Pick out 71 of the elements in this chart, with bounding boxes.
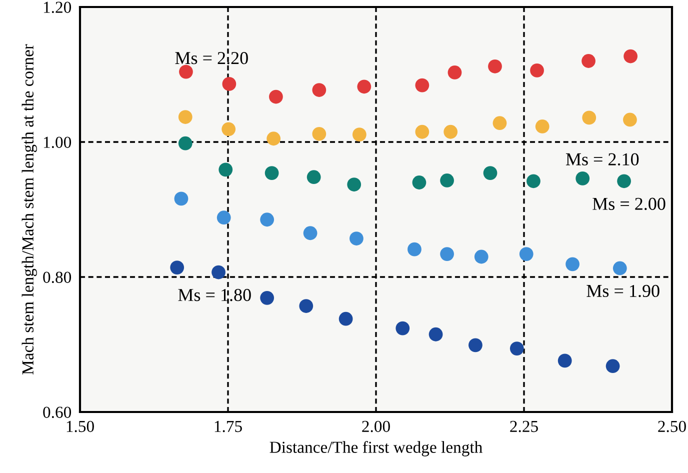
point — [266, 132, 281, 146]
y-tick-label: 0.60 — [43, 406, 72, 418]
x-tick-label: 2.25 — [510, 420, 538, 432]
point — [519, 247, 534, 261]
point — [222, 122, 236, 136]
point — [178, 136, 192, 150]
point — [312, 126, 326, 141]
point — [264, 166, 279, 180]
x-tick-label: 2.00 — [362, 420, 390, 432]
point — [357, 80, 372, 94]
point — [212, 265, 226, 280]
point — [492, 116, 507, 130]
point — [260, 290, 274, 305]
point — [488, 59, 502, 74]
point — [178, 110, 192, 124]
point — [526, 174, 540, 188]
point — [350, 232, 364, 246]
y-tick-label: 0.80 — [43, 272, 72, 284]
annotation: Ms = 1.80 — [178, 288, 251, 302]
point — [170, 260, 184, 274]
x-tick-label: 2.50 — [658, 420, 686, 432]
point — [606, 359, 620, 374]
y-tick-label: 1.00 — [44, 136, 72, 148]
annotation: Ms = 2.00 — [592, 198, 666, 210]
point — [440, 174, 454, 188]
point — [444, 124, 458, 139]
point — [530, 64, 544, 78]
point — [440, 247, 454, 261]
point — [306, 170, 321, 184]
y-tick-label: 1.20 — [44, 2, 72, 14]
point — [566, 257, 580, 272]
x-axis-title: Distance/The first wedge length — [270, 441, 482, 456]
point — [312, 83, 326, 97]
annotation: Ms = 1.90 — [586, 284, 660, 298]
point — [218, 162, 233, 177]
annotation: Ms = 2.10 — [566, 153, 639, 166]
point — [468, 338, 482, 352]
point — [412, 176, 426, 190]
point — [623, 112, 637, 127]
point — [428, 327, 443, 342]
x-tick-label: 1.50 — [66, 420, 94, 432]
point — [303, 226, 318, 240]
point — [415, 124, 430, 139]
point — [222, 77, 236, 91]
point — [179, 64, 193, 79]
point — [408, 242, 422, 256]
point — [396, 321, 410, 336]
point — [558, 354, 572, 368]
point — [624, 49, 638, 64]
point — [174, 192, 188, 206]
point — [299, 299, 314, 313]
point — [483, 166, 498, 180]
point — [448, 66, 462, 80]
point — [352, 128, 366, 142]
x-tick-label: 1.75 — [214, 420, 242, 432]
point — [338, 312, 353, 326]
point — [617, 174, 631, 188]
annotation: Ms = 2.20 — [175, 52, 248, 64]
y-axis-title: Mach stem length/Mach stem length at the corner — [22, 44, 37, 374]
point — [415, 78, 430, 92]
point — [216, 210, 231, 225]
point — [260, 212, 274, 227]
point — [582, 54, 596, 68]
point — [269, 90, 283, 104]
point — [582, 110, 596, 125]
point — [474, 250, 488, 264]
point — [347, 178, 362, 192]
point — [535, 120, 550, 134]
point — [612, 261, 627, 276]
point — [576, 172, 590, 186]
point — [510, 342, 524, 356]
